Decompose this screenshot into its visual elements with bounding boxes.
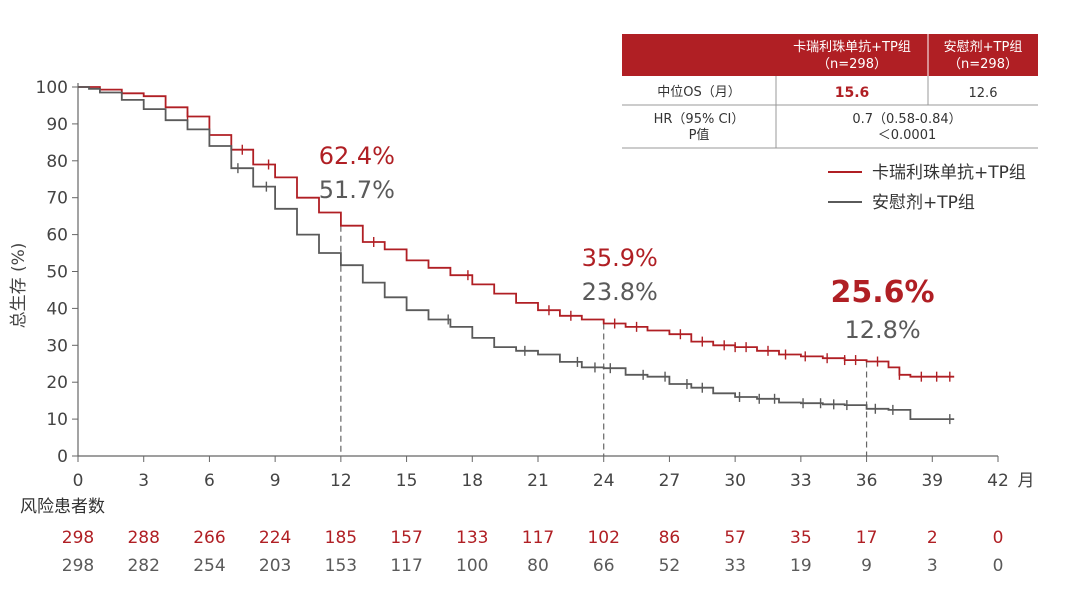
treatment-survival-label: 25.6% (831, 275, 935, 310)
x-tick-label: 30 (724, 471, 746, 491)
risk-count-treatment: 298 (62, 528, 94, 548)
risk-count-treatment: 57 (724, 528, 746, 548)
risk-count-treatment: 2 (927, 528, 938, 548)
risk-count-control: 0 (993, 556, 1004, 576)
risk-count-control: 3 (927, 556, 938, 576)
summary-median-os-control: 12.6 (969, 86, 998, 101)
risk-count-treatment: 185 (325, 528, 357, 548)
y-tick-label: 90 (46, 115, 68, 135)
risk-count-control: 80 (527, 556, 549, 576)
x-axis-unit: 月 (1018, 471, 1035, 491)
x-tick-label: 3 (138, 471, 149, 491)
y-tick-label: 10 (46, 410, 68, 430)
x-tick-label: 0 (73, 471, 84, 491)
x-tick-label: 15 (396, 471, 418, 491)
summary-median-os-label: 中位OS（月） (657, 85, 741, 100)
risk-count-control: 298 (62, 556, 94, 576)
x-tick-label: 21 (527, 471, 549, 491)
risk-count-control: 52 (659, 556, 681, 576)
survival-annotations: 62.4% 51.7% 35.9% 23.8% 25.6% 12.8% (319, 142, 935, 344)
risk-count-treatment: 157 (390, 528, 422, 548)
risk-count-control: 33 (724, 556, 746, 576)
risk-count-control: 66 (593, 556, 615, 576)
risk-count-treatment: 0 (993, 528, 1004, 548)
treatment-survival-label: 35.9% (582, 244, 658, 272)
y-tick-label: 30 (46, 336, 68, 356)
treatment-survival-label: 62.4% (319, 142, 395, 170)
reference-lines (340, 225, 868, 456)
risk-count-treatment: 117 (522, 528, 554, 548)
x-tick-label: 6 (204, 471, 215, 491)
control-survival-label: 12.8% (844, 316, 920, 344)
summary-table: 卡瑞利珠单抗+TP组（n=298） 安慰剂+TP组（n=298） 中位OS（月） 15… (622, 34, 1038, 149)
risk-count-control: 153 (325, 556, 357, 576)
y-axis-label: 总生存 (%) (9, 243, 29, 329)
survival-curves (78, 86, 955, 425)
risk-count-control: 254 (193, 556, 225, 576)
risk-count-treatment: 35 (790, 528, 812, 548)
risk-count-treatment: 288 (127, 528, 159, 548)
risk-table-title: 风险患者数 (20, 497, 105, 517)
risk-count-treatment: 86 (659, 528, 681, 548)
x-tick-label: 36 (856, 471, 878, 491)
x-tick-label: 27 (659, 471, 681, 491)
y-tick-label: 80 (46, 152, 68, 172)
y-tick-label: 40 (46, 299, 68, 319)
risk-count-control: 9 (861, 556, 872, 576)
y-tick-label: 100 (36, 78, 68, 98)
risk-count-treatment: 102 (587, 528, 619, 548)
risk-count-control: 19 (790, 556, 812, 576)
x-tick-label: 42 (987, 471, 1009, 491)
treatment-curve (78, 86, 955, 378)
risk-count-treatment: 133 (456, 528, 488, 548)
control-survival-label: 51.7% (319, 176, 395, 204)
y-tick-label: 20 (46, 373, 68, 393)
legend-label: 安慰剂+TP组 (872, 193, 975, 213)
risk-count-control: 117 (390, 556, 422, 576)
risk-count-treatment: 224 (259, 528, 291, 548)
risk-count-control: 203 (259, 556, 291, 576)
risk-count-treatment: 266 (193, 528, 225, 548)
legend-label: 卡瑞利珠单抗+TP组 (872, 163, 1026, 183)
control-curve (78, 86, 955, 420)
x-tick-label: 18 (461, 471, 483, 491)
risk-count-control: 100 (456, 556, 488, 576)
summary-header-treatment: 卡瑞利珠单抗+TP组（n=298） (793, 40, 911, 72)
x-tick-label: 39 (921, 471, 943, 491)
x-tick-label: 33 (790, 471, 812, 491)
summary-hr-value: 0.7（0.58-0.84）＜0.0001 (852, 112, 961, 143)
y-tick-label: 60 (46, 226, 68, 246)
risk-count-control: 282 (127, 556, 159, 576)
summary-header-control: 安慰剂+TP组（n=298） (944, 40, 1023, 72)
summary-median-os-treatment: 15.6 (835, 85, 870, 101)
y-tick-label: 50 (46, 263, 68, 283)
summary-table-header (622, 34, 1038, 76)
control-survival-label: 23.8% (582, 278, 658, 306)
y-tick-label: 70 (46, 189, 68, 209)
summary-hr-label: HR（95% CI） P值 (654, 112, 745, 143)
x-tick-label: 9 (270, 471, 281, 491)
x-tick-label: 12 (330, 471, 352, 491)
risk-table: 风险患者数29829828828226625422420318515315711… (20, 497, 1003, 576)
risk-count-treatment: 17 (856, 528, 878, 548)
x-tick-label: 24 (593, 471, 615, 491)
y-tick-label: 0 (57, 447, 68, 467)
